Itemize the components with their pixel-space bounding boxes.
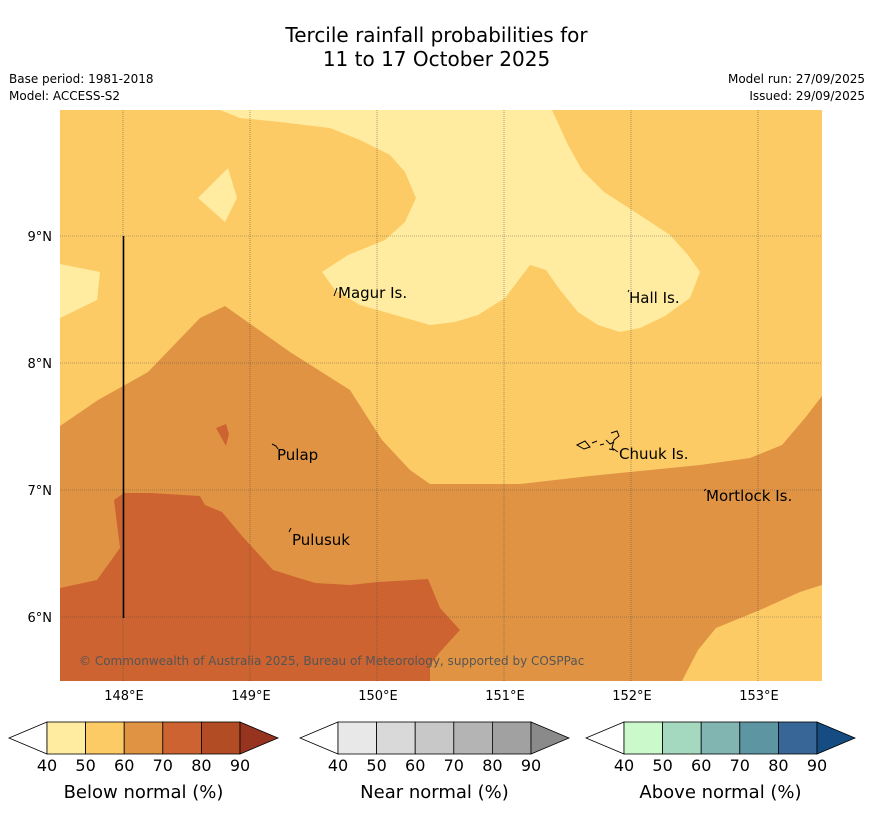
legend-swatch — [739, 721, 779, 755]
lat-label-7: 7°N — [28, 484, 53, 499]
legend-swatch — [200, 721, 241, 755]
meta-right: Model run: 27/09/2025 Issued: 29/09/2025 — [728, 71, 865, 105]
legend-tick-label: 80 — [768, 756, 788, 775]
legend-tick-label: 60 — [114, 756, 134, 775]
mortlock-island-outline — [703, 488, 707, 492]
legend-swatch — [162, 721, 202, 755]
title-line-2: 11 to 17 October 2025 — [322, 47, 551, 71]
place-label-hall: Hall Is. — [629, 289, 680, 307]
legend-tick-label: 50 — [366, 756, 386, 775]
legend-swatch — [123, 721, 164, 755]
legend-above-normal: 40 50 60 70 80 90 Above normal (%) — [584, 721, 857, 803]
legend-swatch — [491, 721, 532, 755]
lat-label-6: 6°N — [28, 611, 53, 626]
lon-label-149: 149°E — [231, 689, 271, 704]
place-label-mortlock: Mortlock Is. — [706, 487, 792, 505]
region-40-50-patch — [198, 168, 237, 222]
region-50-60-southeast — [682, 585, 822, 681]
legend-swatch — [453, 721, 493, 755]
meta-left: Base period: 1981-2018 Model: ACCESS-S2 — [9, 71, 154, 105]
legend-tick-label: 60 — [691, 756, 711, 775]
copyright-text: © Commonwealth of Australia 2025, Bureau… — [79, 654, 584, 668]
legend-swatch — [778, 721, 818, 755]
lat-label-8: 8°N — [28, 357, 53, 372]
pulusuk-island-outline — [288, 527, 292, 533]
legend-tick-label: 70 — [730, 756, 750, 775]
legend-tick-label: 90 — [230, 756, 250, 775]
lon-label-153: 153°E — [739, 689, 779, 704]
lon-label-152: 152°E — [612, 689, 652, 704]
legend-tick-label: 80 — [191, 756, 211, 775]
legend-tick-label: 90 — [807, 756, 827, 775]
legend-swatch — [700, 721, 741, 755]
region-40-50-west — [60, 264, 100, 318]
legend-title: Below normal (%) — [64, 782, 224, 803]
legend-tick-label: 70 — [153, 756, 173, 775]
probability-map — [60, 110, 822, 681]
legend-tick-label: 80 — [482, 756, 502, 775]
legend-title: Above normal (%) — [639, 782, 801, 803]
model-run: Model run: 27/09/2025 — [727, 72, 865, 86]
legend-max-extension — [239, 721, 280, 755]
legend-tick-label: 60 — [405, 756, 425, 775]
legend-min-extension — [584, 721, 625, 755]
place-label-pulap: Pulap — [277, 446, 318, 464]
lat-label-9: 9°N — [28, 230, 53, 245]
legend-swatch — [414, 721, 455, 755]
legend-tick-label: 40 — [328, 756, 348, 775]
place-label-magur: Magur Is. — [338, 284, 407, 302]
legend-tick-label: 40 — [37, 756, 57, 775]
legend-swatch — [376, 721, 416, 755]
pulap-island-outline — [271, 443, 279, 450]
region-40-50-north — [220, 110, 700, 332]
legend-title: Near normal (%) — [360, 782, 509, 803]
legend-swatch — [46, 721, 86, 755]
region-70-80-southwest — [60, 493, 460, 681]
legend-max-extension — [530, 721, 571, 755]
legend-tick-label: 40 — [614, 756, 634, 775]
lon-label-150: 150°E — [358, 689, 398, 704]
place-label-pulusuk: Pulusuk — [292, 531, 350, 549]
legend-tick-label: 50 — [652, 756, 672, 775]
chuuk-island-outline — [575, 430, 620, 453]
legend-swatch — [337, 721, 377, 755]
legend-tick-label: 90 — [521, 756, 541, 775]
lon-label-148: 148°E — [104, 689, 144, 704]
legend-swatch — [623, 721, 663, 755]
title-line-1: Tercile rainfall probabilities for — [285, 23, 588, 47]
place-labels: Magur Is. Hall Is. Pulap Chuuk Is. Mortl… — [277, 284, 792, 549]
issued-date: Issued: 29/09/2025 — [749, 89, 865, 103]
legend-max-extension — [816, 721, 857, 755]
legend-tick-label: 50 — [75, 756, 95, 775]
longitude-labels: 148°E 149°E 150°E 151°E 152°E 153°E — [104, 689, 779, 704]
legend-swatch — [85, 721, 125, 755]
legend-tick-label: 70 — [444, 756, 464, 775]
legend-near-normal: 40 50 60 70 80 90 Near normal (%) — [298, 721, 571, 803]
model-name: Model: ACCESS-S2 — [9, 89, 121, 103]
base-period: Base period: 1981-2018 — [9, 72, 154, 86]
graticule — [60, 110, 822, 681]
legend-min-extension — [298, 721, 339, 755]
region-70-80-blob — [216, 424, 229, 446]
place-label-chuuk: Chuuk Is. — [619, 445, 688, 463]
magur-island-outline — [333, 287, 338, 297]
lon-label-151: 151°E — [485, 689, 525, 704]
legend-min-extension — [7, 721, 48, 755]
latitude-labels: 9°N 8°N 7°N 6°N — [28, 230, 53, 626]
legend-swatch — [662, 721, 702, 755]
hall-island-outline — [627, 289, 630, 293]
legend-below-normal: 40 50 60 70 80 90 Below normal (%) — [7, 721, 280, 803]
island-outlines — [271, 287, 707, 533]
